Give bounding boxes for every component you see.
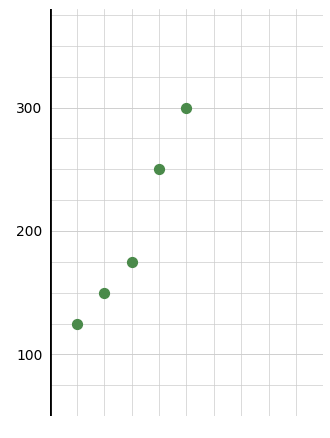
Point: [156, 166, 162, 173]
Point: [184, 104, 189, 111]
Point: [129, 258, 134, 265]
Point: [74, 320, 80, 327]
Point: [102, 289, 107, 296]
